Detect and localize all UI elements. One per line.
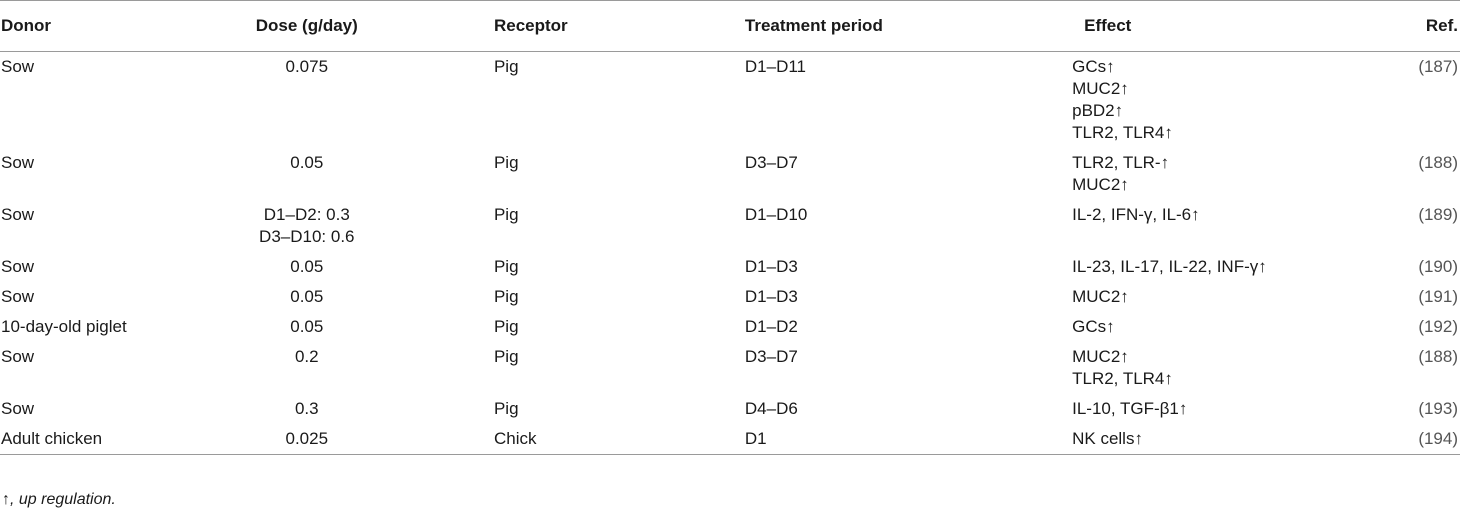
cell-receptor: Pig: [493, 287, 519, 306]
cell-dose-line: D1–D2: 0.3: [263, 205, 350, 224]
cell-dose: 0.075: [202, 52, 412, 149]
cell-receptor: Pig: [493, 57, 519, 76]
cell-effect: IL-2, IFN-γ, IL-6↑: [983, 200, 1418, 252]
cell-donor: Sow: [1, 347, 35, 366]
cell-dose: 0.05: [202, 282, 412, 312]
cell-donor: Sow: [1, 399, 35, 418]
cell-treatment-period: D1–D3: [744, 287, 798, 306]
cell-donor: Sow: [1, 257, 35, 276]
table-body: Sow 0.075 Pig D1–D11 GCs↑ MUC2↑ pBD2↑ TLR2, TLR…: [0, 52, 1460, 455]
cell-receptor: Chick: [493, 429, 537, 448]
cell-donor: Sow: [1, 153, 35, 172]
cell-ref: (188): [1418, 153, 1458, 172]
cell-effect-line: pBD2↑: [1072, 101, 1124, 120]
cell-effect: TLR2, TLR-↑ MUC2↑: [983, 148, 1418, 200]
table-footnote: ↑, up regulation.: [2, 491, 116, 508]
cell-effect-line: GCs↑: [1072, 317, 1115, 336]
cell-dose-line: 0.3: [294, 399, 319, 418]
table-header: Donor Dose (g/day) Receptor Treatment pe…: [0, 0, 1460, 52]
table-row: Sow 0.2 Pig D3–D7 MUC2↑ TLR2, TLR4↑ (188): [0, 342, 1460, 394]
cell-dose-line: 0.075: [285, 57, 329, 76]
cell-donor: Sow: [1, 57, 35, 76]
cell-donor: Adult chicken: [1, 429, 103, 448]
cell-effect-line: TLR2, TLR-↑: [1072, 153, 1170, 172]
cell-ref: (194): [1418, 429, 1458, 448]
header-donor: Donor: [1, 16, 52, 35]
header-receptor: Receptor: [493, 16, 568, 35]
table-row: Sow D1–D2: 0.3 D3–D10: 0.6 Pig D1–D10 IL-2, I…: [0, 200, 1460, 252]
cell-receptor: Pig: [493, 317, 519, 336]
cell-dose: 0.3: [202, 394, 412, 424]
cell-effect: NK cells↑: [983, 424, 1418, 455]
cell-ref: (187): [1418, 57, 1458, 76]
cell-dose: 0.05: [202, 148, 412, 200]
cell-effect-line: MUC2↑: [1072, 287, 1129, 306]
cell-effect-line: MUC2↑: [1072, 79, 1129, 98]
cell-treatment-period: D1: [744, 429, 767, 448]
cell-effect-line: MUC2↑: [1072, 175, 1129, 194]
cell-receptor: Pig: [493, 347, 519, 366]
cell-donor: 10-day-old piglet: [1, 317, 127, 336]
cell-dose: 0.025: [202, 424, 412, 455]
cell-dose: 0.05: [202, 312, 412, 342]
table-row: Sow 0.05 Pig D1–D3 MUC2↑ (191): [0, 282, 1460, 312]
cell-effect: MUC2↑ TLR2, TLR4↑: [983, 342, 1418, 394]
cell-effect-line: TLR2, TLR4↑: [1072, 123, 1173, 142]
cell-dose-line: 0.05: [290, 317, 324, 336]
cell-treatment-period: D1–D3: [744, 257, 798, 276]
cell-effect-line: IL-23, IL-17, IL-22, INF-γ↑: [1072, 257, 1267, 276]
header-effect: Effect: [1084, 16, 1132, 35]
header-row: Donor Dose (g/day) Receptor Treatment pe…: [0, 0, 1460, 52]
cell-dose-line: 0.05: [290, 287, 324, 306]
table-row: Adult chicken 0.025 Chick D1 NK cells↑ (194): [0, 424, 1460, 455]
cell-effect-line: NK cells↑: [1072, 429, 1143, 448]
cell-effect-line: IL-10, TGF-β1↑: [1072, 399, 1188, 418]
cell-receptor: Pig: [493, 153, 519, 172]
cell-effect-line: TLR2, TLR4↑: [1072, 369, 1173, 388]
cell-dose: 0.2: [202, 342, 412, 394]
cell-receptor: Pig: [493, 205, 519, 224]
cell-dose: D1–D2: 0.3 D3–D10: 0.6: [202, 200, 412, 252]
cell-ref: (191): [1418, 287, 1458, 306]
cell-treatment-period: D1–D11: [744, 57, 807, 76]
cell-donor: Sow: [1, 287, 35, 306]
cell-treatment-period: D3–D7: [744, 347, 798, 366]
cell-treatment-period: D3–D7: [744, 153, 798, 172]
cell-dose-line: 0.025: [285, 429, 329, 448]
data-table-container: Donor Dose (g/day) Receptor Treatment pe…: [0, 0, 1460, 455]
cell-effect-line: GCs↑: [1072, 57, 1115, 76]
cell-effect: MUC2↑: [983, 282, 1418, 312]
table-row: Sow 0.05 Pig D3–D7 TLR2, TLR-↑ MUC2↑ (188): [0, 148, 1460, 200]
cell-effect: IL-23, IL-17, IL-22, INF-γ↑: [983, 252, 1418, 282]
cell-dose: 0.05: [202, 252, 412, 282]
data-table: Donor Dose (g/day) Receptor Treatment pe…: [0, 0, 1460, 455]
cell-dose-line: D3–D10: 0.6: [259, 227, 355, 246]
cell-dose-line: 0.05: [290, 257, 324, 276]
cell-dose-line: 0.2: [294, 347, 319, 366]
header-dose: Dose (g/day): [255, 16, 358, 35]
cell-effect: GCs↑ MUC2↑ pBD2↑ TLR2, TLR4↑: [983, 52, 1418, 149]
cell-treatment-period: D1–D2: [744, 317, 798, 336]
header-ref: Ref.: [1425, 16, 1458, 35]
cell-ref: (190): [1418, 257, 1458, 276]
cell-effect: IL-10, TGF-β1↑: [983, 394, 1418, 424]
table-row: Sow 0.05 Pig D1–D3 IL-23, IL-17, IL-22, INF-…: [0, 252, 1460, 282]
cell-donor: Sow: [1, 205, 35, 224]
cell-ref: (192): [1418, 317, 1458, 336]
cell-receptor: Pig: [493, 257, 519, 276]
cell-dose-line: 0.05: [290, 153, 324, 172]
cell-effect-line: MUC2↑: [1072, 347, 1129, 366]
cell-ref: (193): [1418, 399, 1458, 418]
header-treatment-period: Treatment period: [744, 16, 883, 35]
table-row: 10-day-old piglet 0.05 Pig D1–D2 GCs↑ (192): [0, 312, 1460, 342]
cell-treatment-period: D4–D6: [744, 399, 798, 418]
cell-ref: (188): [1418, 347, 1458, 366]
table-row: Sow 0.075 Pig D1–D11 GCs↑ MUC2↑ pBD2↑ TLR2, TLR…: [0, 52, 1460, 149]
cell-effect: GCs↑: [983, 312, 1418, 342]
table-row: Sow 0.3 Pig D4–D6 IL-10, TGF-β1↑ (193): [0, 394, 1460, 424]
cell-receptor: Pig: [493, 399, 519, 418]
cell-ref: (189): [1418, 205, 1458, 224]
cell-treatment-period: D1–D10: [744, 205, 808, 224]
cell-effect-line: IL-2, IFN-γ, IL-6↑: [1072, 205, 1200, 224]
